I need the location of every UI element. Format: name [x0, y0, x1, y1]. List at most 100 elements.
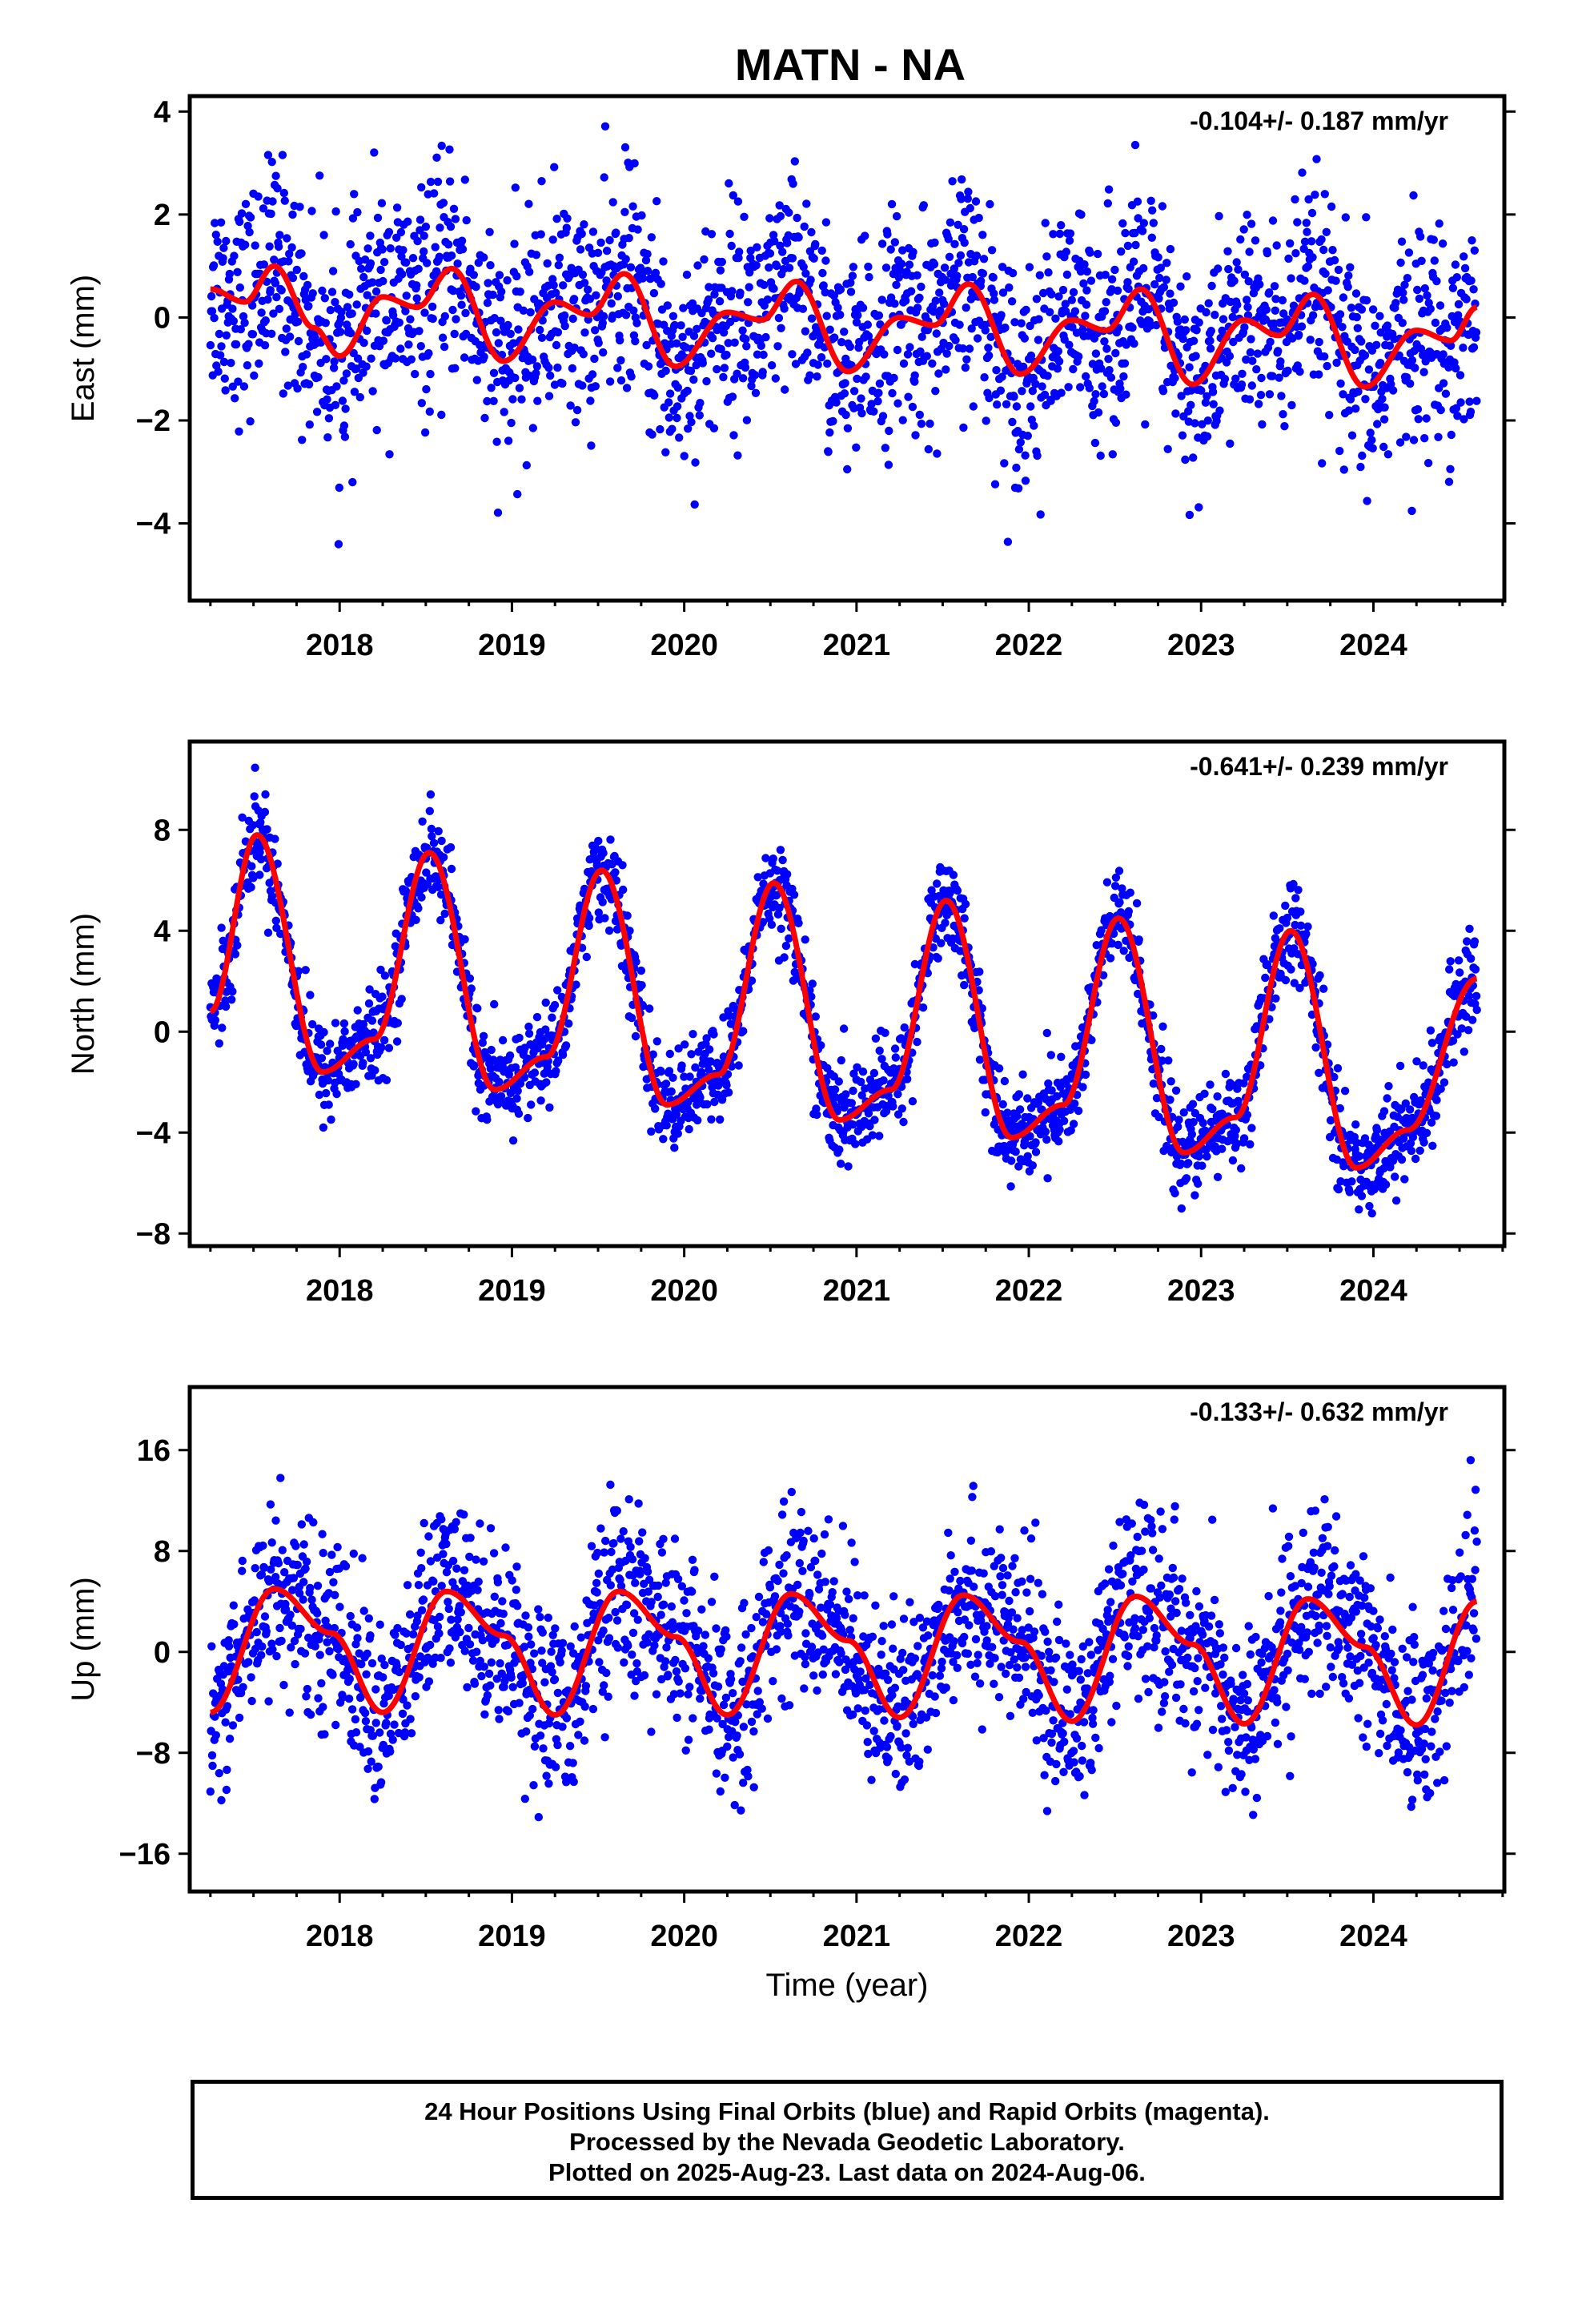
- north-data-point: [545, 1103, 554, 1112]
- north-data-point: [611, 868, 620, 877]
- east-data-point: [873, 396, 882, 406]
- east-data-point: [849, 263, 858, 271]
- north-data-point: [1177, 1204, 1186, 1213]
- north-points: [206, 763, 1481, 1218]
- east-data-point: [1307, 208, 1317, 218]
- north-data-point: [339, 1019, 349, 1028]
- east-data-point: [342, 369, 351, 378]
- east-data-point: [1347, 304, 1356, 312]
- east-data-point: [968, 272, 978, 282]
- north-data-point: [1439, 1078, 1449, 1087]
- east-data-point: [857, 408, 866, 418]
- east-data-point: [1280, 422, 1289, 431]
- east-data-point: [1057, 388, 1066, 397]
- north-data-point: [532, 1012, 542, 1022]
- east-data-point: [1318, 459, 1327, 468]
- east-data-point: [489, 396, 498, 405]
- east-data-point: [928, 359, 937, 368]
- east-data-point: [978, 231, 987, 239]
- east-data-point: [1010, 392, 1018, 401]
- east-data-point: [350, 190, 359, 199]
- north-data-point: [255, 870, 264, 879]
- east-data-point: [964, 187, 973, 196]
- north-data-point: [1166, 1077, 1175, 1086]
- east-data-point: [1362, 296, 1371, 305]
- up-data-point: [297, 1520, 306, 1529]
- east-data-point: [1276, 357, 1285, 366]
- east-data-point: [599, 348, 608, 357]
- east-data-point: [1203, 432, 1212, 441]
- east-data-point: [1111, 348, 1120, 358]
- east-data-point: [1338, 323, 1347, 332]
- east-data-point: [783, 239, 792, 247]
- north-data-point: [1115, 898, 1124, 907]
- north-data-point: [619, 885, 628, 895]
- north-data-point: [417, 893, 426, 902]
- east-data-point: [1356, 462, 1365, 472]
- east-data-point: [472, 376, 481, 384]
- east-data-point: [278, 151, 287, 159]
- up-data-point: [260, 1612, 270, 1621]
- north-data-point: [724, 1088, 733, 1097]
- north-data-point: [908, 1097, 917, 1106]
- east-data-point: [414, 264, 423, 273]
- north-data-point: [891, 1053, 901, 1062]
- north-data-point: [228, 987, 237, 996]
- east-data-point: [1452, 273, 1462, 282]
- east-data-point: [1262, 305, 1271, 314]
- east-data-point: [216, 351, 225, 360]
- east-data-point: [219, 254, 227, 263]
- east-data-point: [588, 370, 597, 379]
- east-data-point: [347, 309, 356, 318]
- east-data-point: [690, 500, 699, 509]
- east-data-point: [255, 359, 263, 368]
- east-data-point: [626, 263, 636, 271]
- east-data-point: [1327, 202, 1336, 211]
- north-data-point: [434, 826, 443, 836]
- east-data-point: [627, 372, 636, 381]
- east-data-point: [1017, 319, 1026, 328]
- east-data-point: [1018, 387, 1026, 396]
- east-data-point: [958, 175, 966, 184]
- east-data-point: [881, 263, 891, 272]
- east-data-point: [263, 151, 273, 159]
- east-data-point: [1362, 213, 1371, 222]
- east-data-point: [451, 215, 460, 223]
- north-data-point: [1463, 937, 1472, 946]
- east-data-point: [874, 388, 883, 397]
- north-data-point: [496, 1092, 506, 1101]
- east-data-point: [616, 356, 625, 365]
- north-data-point: [875, 1132, 884, 1140]
- north-data-point: [429, 838, 439, 848]
- east-data-point: [785, 263, 794, 272]
- east-data-point: [781, 385, 789, 394]
- east-data-point: [1344, 271, 1353, 280]
- east-data-point: [1265, 288, 1274, 297]
- east-data-point: [1082, 267, 1092, 276]
- east-data-point: [1265, 390, 1275, 399]
- north-data-point: [1311, 1043, 1320, 1052]
- east-data-point: [1302, 219, 1311, 227]
- east-data-point: [558, 379, 567, 388]
- east-data-point: [497, 287, 506, 296]
- east-data-point: [728, 392, 737, 401]
- east-data-point: [230, 251, 239, 260]
- east-data-point: [1158, 387, 1168, 396]
- east-data-point: [297, 249, 306, 258]
- east-data-point: [480, 253, 488, 262]
- north-data-point: [851, 1140, 860, 1148]
- north-data-point: [319, 1027, 328, 1037]
- east-data-point: [600, 122, 610, 131]
- east-data-point: [535, 299, 544, 308]
- east-data-point: [235, 283, 244, 292]
- north-data-point: [1114, 866, 1124, 875]
- north-data-point: [332, 1089, 341, 1099]
- east-data-point: [668, 424, 677, 433]
- east-data-point: [1008, 417, 1017, 427]
- east-rate-label: -0.104+/- 0.187 mm/yr: [1190, 107, 1448, 135]
- up-data-point: [313, 1582, 323, 1590]
- east-data-point: [447, 251, 456, 260]
- east-data-point: [971, 197, 981, 206]
- east-data-point: [260, 341, 270, 350]
